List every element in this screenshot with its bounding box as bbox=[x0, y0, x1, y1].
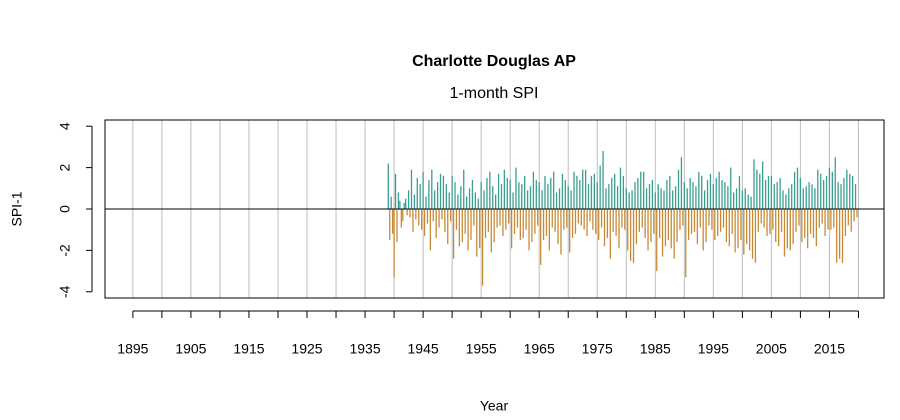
plot-frame bbox=[104, 119, 885, 299]
y-tick-label: -4 bbox=[57, 285, 73, 298]
x-tick-label: 1895 bbox=[117, 341, 148, 357]
x-tick-label: 1985 bbox=[640, 341, 671, 357]
x-tick-label: 1945 bbox=[408, 341, 439, 357]
x-tick-label: 1915 bbox=[233, 341, 264, 357]
x-tick-label: 1995 bbox=[698, 341, 729, 357]
y-axis-label: SPI-1 bbox=[9, 191, 25, 226]
x-tick-label: 1955 bbox=[466, 341, 497, 357]
x-tick-label: 2015 bbox=[814, 341, 845, 357]
x-tick-label: 1925 bbox=[291, 341, 322, 357]
y-tick-label: 4 bbox=[57, 122, 73, 130]
x-tick-label: 1935 bbox=[349, 341, 380, 357]
y-tick-label: 0 bbox=[57, 205, 73, 213]
x-tick-label: 1975 bbox=[582, 341, 613, 357]
x-tick-label: 1965 bbox=[524, 341, 555, 357]
y-tick-label: 2 bbox=[57, 164, 73, 172]
chart-subtitle: 1-month SPI bbox=[450, 85, 539, 102]
x-axis-label: Year bbox=[480, 398, 509, 414]
chart-title: Charlotte Douglas AP bbox=[412, 53, 576, 70]
x-tick-label: 2005 bbox=[756, 341, 787, 357]
x-tick-label: 1905 bbox=[175, 341, 206, 357]
y-tick-label: -2 bbox=[57, 244, 73, 257]
